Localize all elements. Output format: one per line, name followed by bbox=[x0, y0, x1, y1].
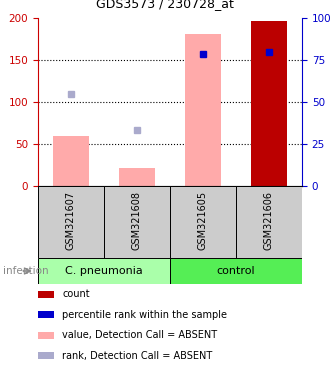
Text: control: control bbox=[217, 266, 255, 276]
Text: GDS3573 / 230728_at: GDS3573 / 230728_at bbox=[96, 0, 234, 10]
Text: GSM321608: GSM321608 bbox=[132, 191, 142, 250]
Bar bbox=[38, 331, 54, 339]
Bar bbox=[170, 258, 302, 284]
Bar bbox=[38, 311, 54, 318]
Text: GSM321606: GSM321606 bbox=[264, 191, 274, 250]
Bar bbox=[38, 291, 54, 298]
Bar bbox=[119, 167, 155, 186]
Text: count: count bbox=[62, 289, 90, 299]
Text: GSM321607: GSM321607 bbox=[66, 191, 76, 250]
Bar bbox=[251, 20, 287, 186]
Bar bbox=[38, 186, 104, 258]
Bar bbox=[170, 186, 236, 258]
Text: percentile rank within the sample: percentile rank within the sample bbox=[62, 310, 227, 320]
Bar bbox=[38, 258, 170, 284]
Text: infection: infection bbox=[3, 266, 49, 276]
Bar bbox=[53, 136, 89, 186]
Text: value, Detection Call = ABSENT: value, Detection Call = ABSENT bbox=[62, 330, 217, 340]
Bar bbox=[236, 186, 302, 258]
Bar bbox=[251, 20, 287, 186]
Bar bbox=[185, 34, 221, 186]
Bar bbox=[38, 352, 54, 359]
Text: rank, Detection Call = ABSENT: rank, Detection Call = ABSENT bbox=[62, 351, 213, 361]
Bar bbox=[104, 186, 170, 258]
Text: C. pneumonia: C. pneumonia bbox=[65, 266, 143, 276]
Text: GSM321605: GSM321605 bbox=[198, 191, 208, 250]
